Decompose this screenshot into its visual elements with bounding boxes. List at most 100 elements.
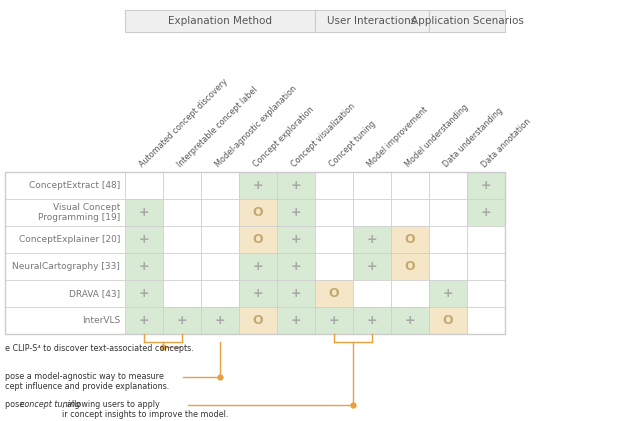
Text: Interpretable concept label: Interpretable concept label (175, 85, 259, 169)
Text: +: + (139, 206, 149, 219)
Text: Model understanding: Model understanding (404, 103, 470, 169)
Bar (277, 253, 315, 280)
Text: +: + (253, 179, 263, 192)
Text: Automated concept discovery: Automated concept discovery (138, 77, 230, 169)
Bar (125, 307, 163, 334)
Text: +: + (367, 233, 378, 246)
Text: Model-agnostic explanation: Model-agnostic explanation (214, 84, 299, 169)
Bar (163, 253, 201, 280)
Bar (467, 307, 505, 334)
Bar (429, 199, 467, 226)
Bar (239, 253, 277, 280)
Bar (125, 253, 163, 280)
Text: +: + (139, 287, 149, 300)
Text: +: + (291, 314, 301, 327)
Bar (201, 307, 239, 334)
Text: +: + (139, 233, 149, 246)
Text: , allowing users to apply
ir concept insights to improve the model.: , allowing users to apply ir concept ins… (62, 400, 228, 419)
Text: +: + (329, 314, 339, 327)
Bar (467, 172, 505, 199)
Bar (467, 253, 505, 280)
Bar (201, 226, 239, 253)
Bar (163, 199, 201, 226)
Text: O: O (404, 233, 415, 246)
Text: Application Scenarios: Application Scenarios (411, 16, 524, 26)
Bar (5, 280, 125, 307)
Bar (315, 253, 353, 280)
Bar (315, 199, 353, 226)
Text: +: + (139, 260, 149, 273)
Bar (315, 307, 353, 334)
Text: +: + (214, 314, 225, 327)
Bar (239, 226, 277, 253)
Bar (315, 280, 353, 307)
Text: +: + (253, 287, 263, 300)
Bar (277, 199, 315, 226)
Text: DRAVA [43]: DRAVA [43] (69, 289, 120, 298)
Bar (467, 280, 505, 307)
Text: +: + (291, 287, 301, 300)
Bar (429, 280, 467, 307)
Bar (125, 172, 163, 199)
Bar (391, 226, 429, 253)
Text: +: + (291, 260, 301, 273)
Text: pose a model-agnostic way to measure
cept influence and provide explanations.: pose a model-agnostic way to measure cep… (5, 372, 169, 392)
Text: Model improvement: Model improvement (365, 105, 429, 169)
Bar (277, 280, 315, 307)
Bar (5, 253, 125, 280)
Bar (353, 307, 391, 334)
Bar (391, 253, 429, 280)
Bar (353, 280, 391, 307)
Text: Explanation Method: Explanation Method (168, 16, 272, 26)
Bar (5, 307, 125, 334)
Bar (429, 172, 467, 199)
Bar (429, 307, 467, 334)
Bar (277, 172, 315, 199)
Bar (201, 172, 239, 199)
Bar (353, 199, 391, 226)
Text: O: O (329, 287, 339, 300)
Bar (125, 10, 315, 32)
Bar (391, 280, 429, 307)
Bar (201, 199, 239, 226)
Text: Concept exploration: Concept exploration (252, 105, 316, 169)
Bar (125, 199, 163, 226)
Text: NeuralCartography [33]: NeuralCartography [33] (12, 262, 120, 271)
Text: O: O (253, 314, 263, 327)
Bar (163, 172, 201, 199)
Bar (125, 280, 163, 307)
Text: e CLIP-S⁴ to discover text-associated concepts.: e CLIP-S⁴ to discover text-associated co… (5, 344, 194, 353)
Text: User Interactions: User Interactions (328, 16, 417, 26)
Text: +: + (177, 314, 188, 327)
Bar (429, 10, 505, 32)
Bar (5, 172, 125, 199)
Text: +: + (367, 260, 378, 273)
Bar (277, 226, 315, 253)
Bar (467, 226, 505, 253)
Text: Data understanding: Data understanding (442, 106, 504, 169)
Bar (239, 199, 277, 226)
Bar (315, 172, 353, 199)
Text: +: + (139, 314, 149, 327)
Bar (239, 280, 277, 307)
Bar (353, 172, 391, 199)
Bar (239, 172, 277, 199)
Text: pose: pose (5, 400, 27, 409)
Bar (429, 253, 467, 280)
Bar (353, 253, 391, 280)
Text: Visual Concept
Programming [19]: Visual Concept Programming [19] (38, 203, 120, 222)
Bar (201, 253, 239, 280)
Bar (315, 226, 353, 253)
Text: O: O (404, 260, 415, 273)
Text: ConceptExtract [48]: ConceptExtract [48] (29, 181, 120, 190)
Text: Data annotation: Data annotation (479, 117, 532, 169)
Text: Concept tuning: Concept tuning (328, 119, 378, 169)
Bar (163, 280, 201, 307)
Bar (5, 172, 505, 334)
Text: O: O (253, 206, 263, 219)
Text: concept tuning: concept tuning (20, 400, 80, 409)
Bar (391, 172, 429, 199)
Bar (5, 226, 125, 253)
Bar (163, 307, 201, 334)
Bar (125, 226, 163, 253)
